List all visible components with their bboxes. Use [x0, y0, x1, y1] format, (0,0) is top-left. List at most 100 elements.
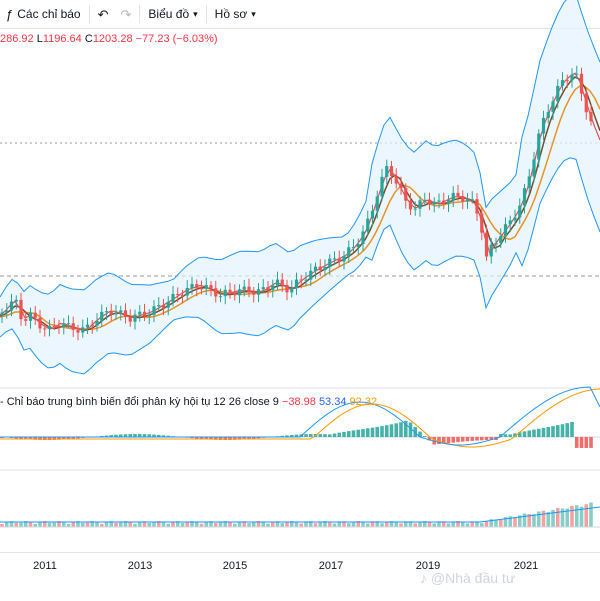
volume-bar [542, 511, 546, 527]
candle-body [585, 94, 588, 113]
volume-bar [252, 522, 256, 527]
volume-bar [485, 521, 489, 527]
macd-histogram-bar [527, 430, 531, 437]
candle-body [319, 267, 322, 270]
candle-body [233, 292, 236, 295]
macd-histogram-bar [390, 424, 394, 437]
macd-histogram-bar [423, 436, 427, 437]
volume-bar [418, 522, 422, 527]
candle-body [480, 214, 483, 233]
volume-bar [295, 522, 299, 527]
candle-body [589, 112, 592, 121]
candle-body [133, 315, 136, 322]
volume-bar [266, 524, 270, 527]
macd-histogram-bar [461, 437, 465, 442]
candle-body [542, 118, 545, 134]
candle-body [418, 200, 421, 208]
macd-histogram-bar [584, 437, 588, 448]
candle-body [219, 296, 222, 297]
volume-bar [114, 523, 118, 527]
candle-body [300, 280, 303, 281]
macd-histogram-bar [546, 427, 550, 437]
candle-body [190, 284, 193, 288]
candle-body [15, 300, 18, 302]
candle-body [281, 280, 284, 285]
histogram-value: 92.32 [350, 396, 378, 408]
macd-histogram-bar [565, 423, 569, 437]
candle-body [195, 284, 198, 288]
volume-bar [546, 512, 550, 527]
volume-bar [52, 523, 56, 527]
candle-body [24, 319, 27, 321]
macd-histogram-bar [328, 434, 332, 437]
volume-bar [233, 524, 237, 527]
candle-body [152, 306, 155, 315]
candle-body [100, 312, 103, 321]
macd-histogram-bar [532, 430, 536, 437]
candle-body [523, 188, 526, 205]
macd-histogram-bar [451, 437, 455, 443]
volume-bar [413, 523, 417, 527]
volume-bar [399, 523, 403, 527]
candle-body [347, 247, 350, 256]
volume-bar [228, 522, 232, 527]
candle-body [200, 288, 203, 289]
candle-body [81, 327, 84, 332]
macd-value: −38.98 [282, 396, 316, 408]
candle-body [138, 312, 141, 315]
candle-body [338, 258, 341, 261]
macd-histogram-bar [323, 434, 327, 437]
candle-body [532, 159, 535, 176]
volume-bar [328, 522, 332, 527]
macd-histogram-bar [480, 437, 484, 440]
candle-body [110, 311, 113, 314]
volume-bar [185, 522, 189, 527]
watermark: ♪ @Nhà đầu tư [420, 570, 515, 586]
macd-legend: - Chỉ báo trung bình biến đổi phân kỳ hộ… [0, 396, 377, 408]
candle-body [485, 233, 488, 257]
macd-histogram-bar [304, 434, 308, 437]
candle-body [309, 271, 312, 280]
volume-bar [347, 523, 351, 527]
volume-bar [147, 523, 151, 527]
macd-histogram-bar [537, 429, 541, 437]
candle-body [53, 326, 56, 327]
volume-bar [432, 523, 436, 527]
macd-histogram-bar [333, 434, 337, 437]
candle-body [5, 311, 8, 313]
candle-body [114, 313, 117, 315]
volume-bar [447, 523, 451, 527]
candle-body [376, 196, 379, 210]
candle-body [537, 134, 540, 160]
volume-bar [385, 522, 389, 527]
volume-bar [556, 508, 560, 527]
macd-histogram-bar [456, 437, 460, 442]
candle-body [10, 301, 13, 310]
candle-body [504, 224, 507, 236]
candle-body [214, 288, 217, 296]
volume-bar [466, 523, 470, 527]
volume-bar [499, 520, 503, 527]
candle-body [475, 199, 478, 213]
candle-body [509, 220, 512, 224]
candle-body [171, 294, 174, 302]
volume-bar [523, 514, 527, 527]
candle-body [456, 193, 459, 196]
candle-body [518, 206, 521, 218]
macd-histogram-bar [352, 430, 356, 437]
volume-bar [261, 522, 265, 527]
candle-body [494, 243, 497, 245]
macd-histogram-bar [337, 433, 341, 437]
macd-histogram-bar [556, 425, 560, 437]
candle-body [371, 211, 374, 219]
candle-body [399, 184, 402, 188]
macd-histogram-bar [361, 429, 365, 437]
candle-body [342, 256, 345, 262]
candle-body [57, 326, 60, 327]
candle-body [490, 245, 493, 257]
volume-bar [48, 523, 52, 527]
volume-bar [480, 523, 484, 527]
macd-histogram-bar [375, 427, 379, 437]
candle-body [266, 287, 269, 290]
